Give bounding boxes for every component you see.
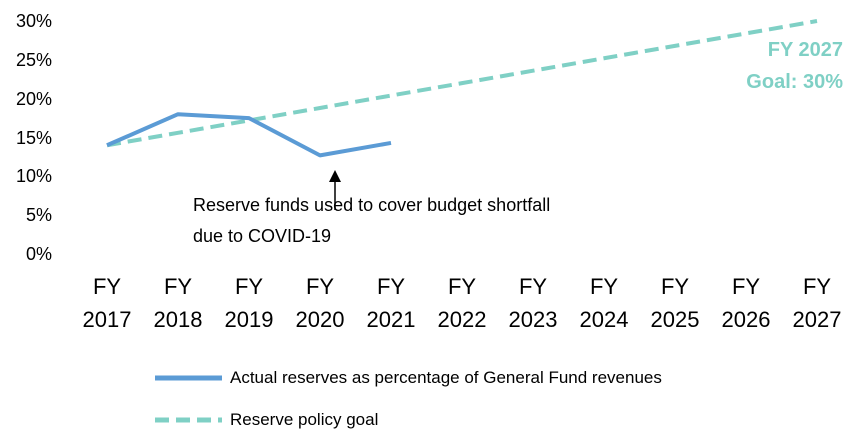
x-tick-label: FY 2022 (437, 274, 487, 332)
legend-label: Actual reserves as percentage of General… (230, 368, 662, 387)
x-tick-label: FY 2018 (153, 274, 203, 332)
y-tick-label: 20% (15, 88, 52, 109)
series-line (106, 112, 392, 158)
series-line (106, 19, 818, 148)
x-tick-label: FY 2019 (224, 274, 274, 332)
y-tick-label: 0% (25, 244, 52, 264)
x-tick-label: FY 2020 (295, 274, 345, 332)
x-tick-label: FY 2026 (721, 274, 771, 332)
legend-label: Reserve policy goal (230, 410, 379, 429)
x-tick-label: FY 2021 (366, 274, 416, 332)
arrow-head (329, 170, 341, 182)
y-tick-label: 30% (15, 11, 52, 31)
y-tick-label: 15% (15, 127, 52, 148)
y-tick-label: 5% (25, 205, 52, 226)
goal-annotation: FY 2027 Goal: 30% (746, 39, 843, 93)
y-tick-label: 25% (15, 49, 52, 70)
x-tick-label: FY 2027 (792, 274, 842, 332)
x-tick-label: FY 2023 (508, 274, 558, 332)
x-tick-label: FY 2024 (579, 274, 629, 332)
y-tick-label: 10% (15, 166, 52, 187)
annotation: Reserve funds used to cover budget short… (193, 195, 551, 246)
x-tick-label: FY 2017 (82, 274, 132, 332)
x-tick-label: FY 2025 (650, 274, 700, 332)
